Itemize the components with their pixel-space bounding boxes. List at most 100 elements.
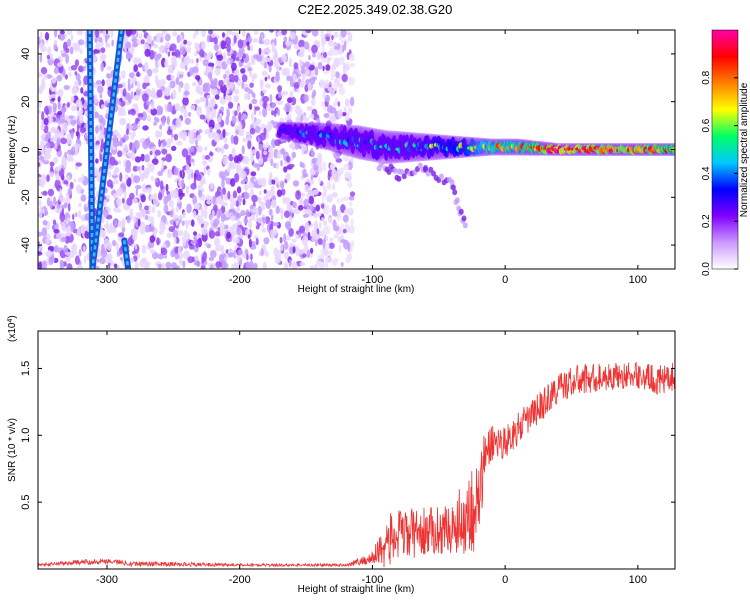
- noise-speck: [196, 58, 199, 63]
- noise-speck: [304, 242, 309, 253]
- noise-speck: [263, 127, 267, 137]
- noise-speck: [185, 185, 190, 194]
- noise-speck: [284, 241, 289, 250]
- noise-speck: [257, 178, 263, 186]
- noise-speck: [340, 30, 347, 38]
- noise-speck: [139, 202, 143, 212]
- noise-speck: [250, 253, 253, 261]
- noise-speck: [132, 42, 138, 48]
- noise-speck: [167, 51, 171, 57]
- noise-speck: [350, 240, 355, 248]
- noise-speck: [327, 250, 333, 256]
- noise-speck: [202, 59, 209, 67]
- noise-speck: [121, 218, 126, 228]
- noise-speck: [133, 64, 139, 72]
- noise-speck: [59, 196, 66, 203]
- noise-speck: [161, 116, 166, 126]
- noise-speck: [346, 207, 352, 213]
- noise-speck: [97, 172, 101, 180]
- noise-speck: [231, 114, 237, 125]
- noise-speck: [164, 59, 169, 68]
- noise-speck: [157, 263, 162, 269]
- noise-speck: [240, 68, 246, 74]
- noise-speck: [182, 192, 185, 197]
- noise-speck: [173, 221, 177, 229]
- noise-speck: [166, 103, 173, 113]
- colorbar-tick-label: 0.4: [701, 166, 712, 180]
- spectrogram-y-tick-label: -40: [20, 237, 32, 253]
- noise-speck: [337, 101, 341, 107]
- noise-speck: [342, 62, 347, 72]
- noise-speck: [146, 34, 153, 45]
- spectrogram-y-tick-label: 0: [20, 146, 32, 152]
- noise-speck: [101, 53, 107, 60]
- noise-speck: [330, 89, 335, 97]
- noise-speck: [274, 122, 280, 129]
- noise-speck: [337, 108, 343, 119]
- noise-speck: [160, 85, 166, 92]
- noise-speck: [50, 136, 56, 143]
- noise-speck: [148, 204, 152, 214]
- noise-speck: [142, 209, 146, 219]
- noise-speck: [234, 74, 239, 83]
- noise-speck: [100, 62, 104, 72]
- noise-speck: [70, 129, 74, 140]
- noise-speck: [263, 61, 268, 69]
- noise-speck: [274, 37, 277, 47]
- noise-speck: [150, 99, 155, 110]
- noise-speck: [303, 198, 310, 208]
- noise-speck: [97, 85, 104, 94]
- noise-speck: [293, 81, 300, 89]
- noise-speck: [265, 199, 272, 210]
- noise-speck: [53, 156, 59, 164]
- noise-speck: [191, 219, 195, 227]
- noise-speck: [226, 69, 230, 75]
- noise-speck: [51, 94, 57, 99]
- noise-speck: [330, 162, 336, 170]
- noise-speck: [280, 181, 285, 189]
- noise-speck: [350, 218, 354, 226]
- noise-speck: [131, 143, 136, 153]
- noise-speck: [251, 112, 254, 122]
- noise-speck: [53, 66, 60, 75]
- noise-speck: [214, 231, 220, 237]
- noise-speck: [269, 228, 277, 237]
- noise-speck: [260, 248, 264, 257]
- noise-speck: [220, 40, 226, 50]
- noise-speck: [118, 160, 122, 165]
- noise-speck: [298, 232, 302, 238]
- noise-speck: [284, 197, 291, 205]
- noise-speck: [315, 204, 320, 212]
- noise-speck: [69, 249, 75, 258]
- noise-speck: [76, 227, 81, 237]
- noise-speck: [310, 247, 314, 254]
- noise-speck: [323, 220, 328, 227]
- noise-speck: [226, 30, 232, 36]
- noise-speck: [206, 95, 211, 100]
- noise-speck: [308, 64, 315, 71]
- noise-speck: [286, 75, 293, 82]
- noise-speck: [61, 226, 67, 232]
- noise-speck: [241, 252, 247, 259]
- noise-speck: [249, 127, 256, 135]
- noise-speck: [178, 215, 183, 221]
- noise-speck: [345, 112, 350, 121]
- noise-speck: [282, 136, 288, 142]
- noise-speck: [209, 99, 216, 108]
- noise-speck: [56, 137, 60, 146]
- noise-speck: [156, 80, 162, 89]
- noise-speck: [253, 30, 259, 35]
- noise-speck: [153, 192, 157, 199]
- spectrogram-x-label: Height of straight line (km): [298, 284, 415, 295]
- noise-speck: [76, 264, 83, 269]
- noise-speck: [285, 221, 291, 231]
- noise-speck: [192, 210, 197, 218]
- noise-speck: [218, 171, 225, 179]
- noise-speck: [161, 159, 164, 170]
- noise-speck: [237, 153, 243, 162]
- noise-speck: [105, 220, 109, 229]
- noise-speck: [115, 241, 119, 251]
- noise-speck: [283, 36, 288, 42]
- noise-speck: [149, 235, 156, 243]
- noise-speck: [310, 174, 314, 181]
